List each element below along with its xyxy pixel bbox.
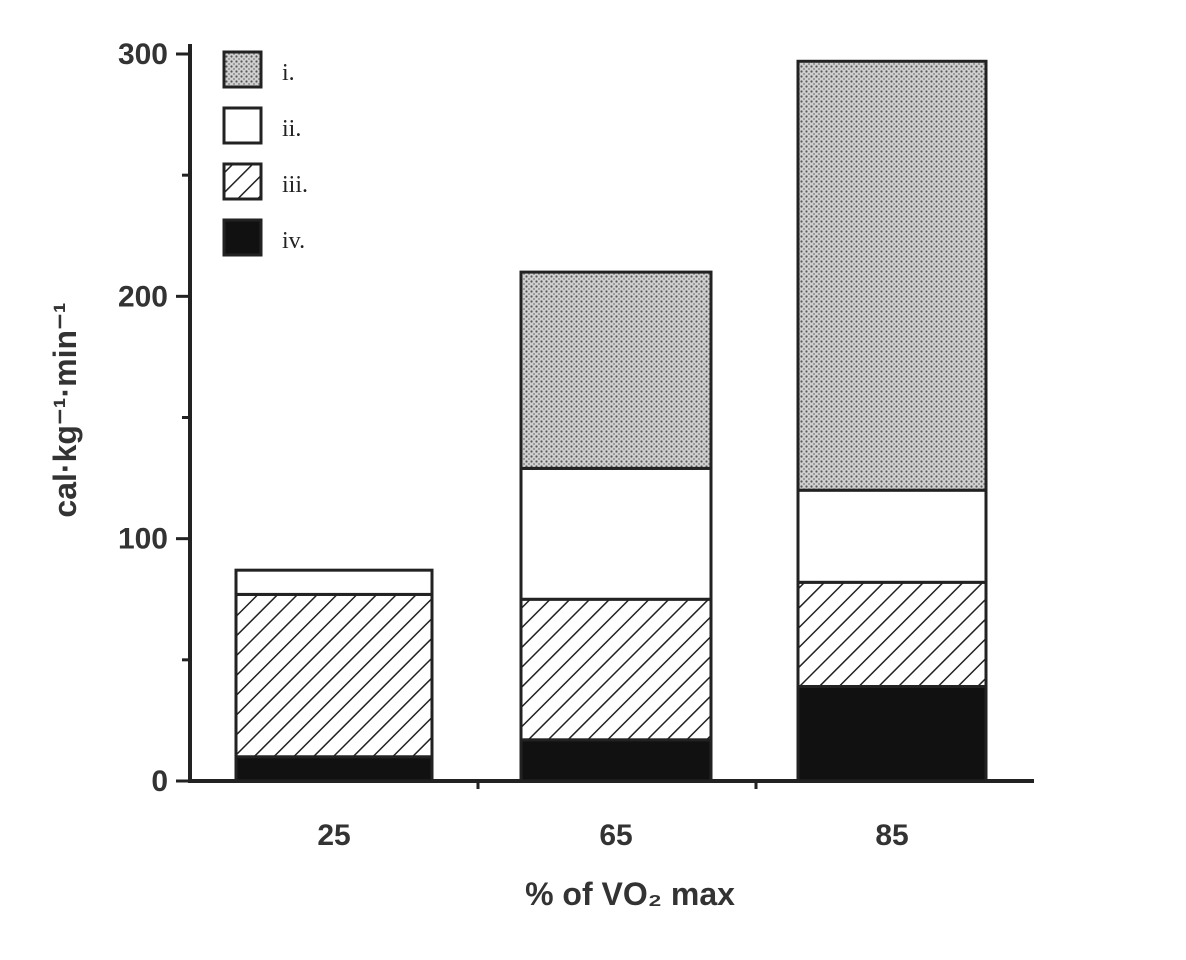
legend-swatch-iii xyxy=(222,162,263,201)
bar-segment-iii-85 xyxy=(796,580,988,688)
legend-swatch-ii xyxy=(222,106,263,145)
y-tick-label: 100 xyxy=(118,523,168,556)
bar-segment-i-65 xyxy=(519,270,713,470)
bar-segment-ii-85 xyxy=(796,488,988,584)
x-axis-label: % of VO₂ max xyxy=(525,876,735,912)
legend-label: ii. xyxy=(282,116,301,142)
legend-swatch-i xyxy=(222,50,263,89)
bar-segment-iv-65 xyxy=(519,738,713,783)
bar-segment-iii-25 xyxy=(234,592,434,759)
bar-segment-iii-65 xyxy=(519,597,713,742)
bar-segment-i-85 xyxy=(796,59,988,492)
legend-swatch-iv xyxy=(222,218,263,257)
legend-label: i. xyxy=(282,60,295,86)
y-axis-label: cal·kg⁻¹·min⁻¹ xyxy=(47,302,83,517)
y-tick-label: 200 xyxy=(118,280,168,313)
bar-segment-ii-25 xyxy=(234,568,434,596)
y-tick-label: 300 xyxy=(118,38,168,71)
bar-segment-iv-25 xyxy=(234,755,434,783)
x-tick-label: 25 xyxy=(317,819,350,852)
x-tick-label: 65 xyxy=(599,819,632,852)
bar-segment-ii-65 xyxy=(519,466,713,601)
x-tick-label: 85 xyxy=(875,819,908,852)
legend-label: iii. xyxy=(282,172,308,198)
bar-segment-iv-85 xyxy=(796,684,988,783)
legend-label: iv. xyxy=(282,228,305,254)
y-tick-label: 0 xyxy=(151,765,168,798)
